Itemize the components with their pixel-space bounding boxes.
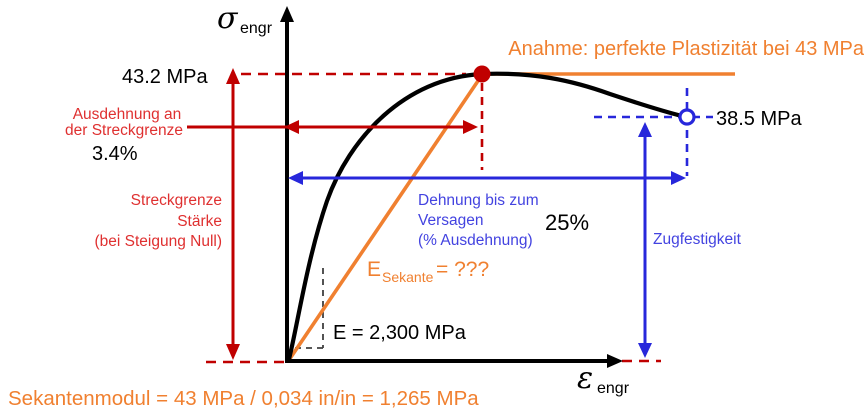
failure-strain-arrowhead-left bbox=[288, 171, 303, 185]
yield-strength-label-line1: Streckgrenze bbox=[131, 192, 222, 209]
strain-axis-label: ε bbox=[577, 361, 593, 396]
yield-elongation-arrowhead-left bbox=[284, 120, 299, 134]
failure-strain-arrowhead-right bbox=[671, 171, 686, 185]
tensile-strength-label: Zugfestigkeit bbox=[653, 231, 742, 248]
yield-elongation-arrowhead-right bbox=[463, 120, 478, 134]
stress-strain-curve bbox=[286, 71, 685, 362]
failure-stress-label: 38.5 MPa bbox=[716, 108, 802, 130]
tensile-strength-arrowhead-down bbox=[638, 343, 652, 358]
strain-axis-arrowhead bbox=[607, 354, 623, 368]
secant-modulus-symbol: E bbox=[367, 258, 381, 281]
peak-stress-label: 43.2 MPa bbox=[122, 66, 208, 88]
failure-strain-value: 25% bbox=[545, 210, 589, 235]
yield-strength-label-line3: (bei Steigung Null) bbox=[94, 233, 222, 250]
secant-modulus-line bbox=[287, 73, 484, 362]
secant-modulus-value: = ??? bbox=[436, 258, 489, 281]
yield-elongation-label-line2: der Streckgrenze bbox=[65, 122, 183, 139]
failure-strain-label-line1: Dehnung bis zum bbox=[418, 192, 539, 209]
stress-axis-label-subscript: engr bbox=[240, 20, 273, 37]
yield-strength-label-line2: Stärke bbox=[177, 213, 222, 230]
secant-modulus-subscript: Sekante bbox=[382, 269, 434, 285]
yield-point-marker bbox=[473, 65, 491, 83]
yield-strength-arrowhead-down bbox=[226, 344, 240, 360]
stress-axis-arrowhead bbox=[280, 6, 294, 22]
tensile-strength-arrowhead-up bbox=[638, 122, 652, 137]
failure-strain-label-line3: (% Ausdehnung) bbox=[418, 232, 533, 249]
yield-strength-arrowhead-up bbox=[226, 68, 240, 84]
strain-axis-label-subscript: engr bbox=[597, 380, 630, 397]
plasticity-annotation: Anahme: perfekte Plastizität bei 43 MPa bbox=[508, 38, 865, 60]
failure-point-marker bbox=[678, 108, 696, 126]
secant-formula: Sekantenmodul = 43 MPa / 0,034 in/in = 1… bbox=[8, 387, 479, 410]
failure-strain-label-line2: Versagen bbox=[418, 212, 484, 229]
elastic-modulus-label: E = 2,300 MPa bbox=[333, 322, 467, 344]
yield-elongation-label-line1: Ausdehnung an bbox=[73, 106, 182, 123]
stress-axis-label: σ bbox=[217, 1, 239, 36]
yield-elongation-value: 3.4% bbox=[92, 143, 138, 165]
